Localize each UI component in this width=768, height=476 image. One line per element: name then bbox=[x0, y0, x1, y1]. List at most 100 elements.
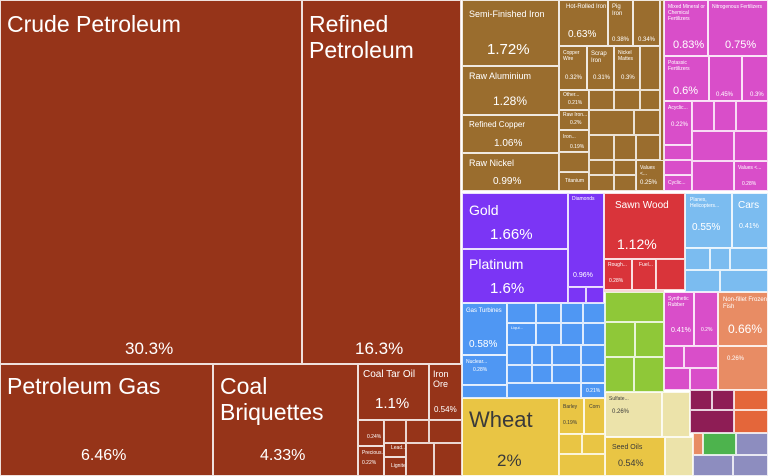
treemap-cell-minor bbox=[532, 365, 552, 383]
treemap-cell: Seed Oils 0.54% bbox=[605, 437, 665, 476]
treemap-cell-minor bbox=[734, 131, 768, 161]
treemap-cell: Nickel Mattes 0.3% bbox=[614, 46, 640, 90]
treemap-cell-name: Raw Nickel bbox=[469, 158, 515, 168]
treemap-cell-name: Titanium bbox=[565, 178, 584, 184]
treemap-cell: Synthetic Rubber 0.41% bbox=[664, 292, 694, 346]
treemap-cell-value: 0.6% bbox=[673, 85, 699, 97]
treemap-cell-name: Synthetic Rubber bbox=[668, 296, 689, 308]
treemap-cell-minor bbox=[589, 90, 614, 110]
treemap-cell-minor bbox=[662, 392, 690, 437]
treemap-cell-value: 1.1% bbox=[375, 395, 410, 412]
treemap-cell-minor bbox=[406, 420, 429, 443]
treemap-cell-minor bbox=[714, 101, 736, 131]
treemap-cell-name: Gold bbox=[469, 202, 499, 218]
treemap-cell-name: Liqui... bbox=[511, 325, 523, 330]
treemap-cell-value: 0.75% bbox=[725, 39, 757, 51]
treemap-cell-name: Refined Petroleum bbox=[309, 11, 414, 64]
treemap-cell-name: Corn bbox=[589, 404, 600, 410]
treemap-cell-name: Fuel... bbox=[639, 262, 653, 268]
treemap-cell: Rough... 0.28% bbox=[604, 259, 632, 290]
treemap-cell-value: 6.46% bbox=[81, 447, 127, 464]
treemap-cell: Coal Briquettes 4.33% bbox=[213, 364, 358, 476]
treemap-cell: Raw Iron... 0.2% bbox=[559, 110, 589, 130]
treemap-cell: Values <... 0.25% bbox=[636, 160, 664, 191]
treemap-cell: 0.3% bbox=[742, 56, 768, 101]
treemap-cell-minor bbox=[434, 443, 462, 476]
treemap-cell-value: 30.3% bbox=[125, 339, 174, 358]
treemap-cell-value: 0.28% bbox=[742, 181, 757, 187]
treemap-cell-value: 0.38% bbox=[612, 37, 630, 43]
treemap-cell-value: 0.26% bbox=[612, 409, 630, 415]
treemap-cell-minor bbox=[581, 365, 605, 383]
treemap-cell-minor bbox=[582, 434, 605, 454]
treemap-cell-name: Refined Copper bbox=[469, 120, 526, 129]
treemap-cell-value: 0.25% bbox=[640, 180, 658, 186]
treemap-cell-minor bbox=[634, 357, 664, 392]
treemap-cell: Gas Turbines 0.58% bbox=[462, 303, 507, 355]
treemap-cell-minor bbox=[384, 420, 406, 443]
treemap-cell-name: Potassic Fertilizers bbox=[668, 60, 690, 72]
treemap-cell: Nuclear... 0.28% bbox=[462, 355, 507, 385]
treemap-cell-value: 0.54% bbox=[618, 458, 644, 468]
treemap-cell-minor bbox=[693, 455, 733, 476]
treemap-cell-minor bbox=[406, 443, 434, 476]
treemap-cell: Potassic Fertilizers 0.6% bbox=[664, 56, 709, 101]
treemap-cell-name: Rough... bbox=[608, 262, 627, 268]
treemap-cell-minor bbox=[614, 175, 636, 191]
treemap-cell: 0.26% bbox=[718, 346, 768, 390]
treemap-cell-name: Platinum bbox=[469, 256, 524, 272]
treemap-cell-name: Sawn Wood bbox=[615, 200, 669, 211]
treemap-cell: Other... 0.21% bbox=[559, 90, 589, 110]
treemap-cell-value: 1.6% bbox=[490, 280, 525, 297]
treemap-cell-name: Coal Tar Oil bbox=[363, 369, 416, 380]
treemap-cell-minor bbox=[507, 345, 532, 365]
treemap-cell: 0.45% bbox=[709, 56, 742, 101]
treemap-cell-name: Nitrogenous Fertilizers bbox=[712, 4, 763, 10]
treemap-cell-minor bbox=[568, 287, 586, 303]
treemap-cell-name: Raw Iron... bbox=[563, 112, 588, 118]
treemap-cell-minor bbox=[552, 345, 581, 365]
treemap-cell: Scrap Iron 0.31% bbox=[587, 46, 614, 90]
treemap-cell-value: 0.26% bbox=[727, 356, 745, 362]
treemap-cell: Lignite bbox=[384, 457, 406, 476]
treemap-cell: Pig Iron 0.38% bbox=[608, 0, 633, 46]
treemap-cell-name: Iron Ore bbox=[433, 369, 449, 390]
treemap-cell-value: 0.41% bbox=[739, 223, 759, 230]
treemap-cell-name: Seed Oils bbox=[612, 444, 643, 451]
treemap-cell-minor bbox=[589, 175, 614, 191]
treemap-cell-minor bbox=[684, 346, 718, 368]
treemap-cell-name: Lead... bbox=[391, 445, 406, 451]
treemap-cell-value: 16.3% bbox=[355, 339, 404, 358]
treemap-cell: Crude Petroleum 30.3% bbox=[0, 0, 302, 364]
treemap-cell: Gold 1.66% bbox=[462, 193, 568, 249]
treemap-cell-name: Pig Iron bbox=[612, 4, 623, 17]
treemap-cell: Refined Petroleum 16.3% bbox=[302, 0, 461, 364]
treemap-cell-minor bbox=[664, 368, 690, 390]
treemap-cell-minor bbox=[734, 410, 768, 433]
treemap-cell-minor bbox=[507, 303, 536, 323]
treemap-cell-minor bbox=[640, 46, 660, 90]
treemap-cell-name: Precious... bbox=[362, 450, 384, 456]
treemap-cell-minor bbox=[604, 290, 664, 292]
treemap-cell-minor bbox=[559, 152, 589, 172]
treemap-cell-minor bbox=[536, 303, 561, 323]
treemap-cell: Copper Wire 0.32% bbox=[559, 46, 587, 90]
treemap-cell-minor bbox=[589, 160, 614, 175]
treemap-cell-minor bbox=[703, 433, 736, 455]
treemap-cell: Sawn Wood 1.12% bbox=[604, 193, 685, 259]
treemap-cell-minor bbox=[507, 383, 581, 398]
treemap-cell-value: 1.06% bbox=[494, 138, 523, 149]
treemap-cell-name: Planes, Helicopters... bbox=[690, 197, 720, 209]
treemap-cell: Refined Copper 1.06% bbox=[462, 115, 559, 153]
treemap-cell-minor bbox=[734, 390, 768, 410]
treemap-cell-name: Mixed Mineral or Chemical Fertilizers bbox=[668, 4, 705, 22]
treemap-cell-value: 0.96% bbox=[573, 272, 593, 279]
treemap-cell-minor bbox=[685, 248, 710, 270]
treemap-cell-minor bbox=[685, 270, 720, 292]
treemap-cell-minor bbox=[589, 135, 614, 160]
treemap-cell-value: 0.3% bbox=[621, 75, 635, 81]
treemap-cell: Corn bbox=[584, 398, 605, 434]
treemap-cell: Liqui... bbox=[507, 323, 536, 345]
treemap-cell-value: 0.66% bbox=[728, 322, 763, 336]
treemap-cell-value: 0.24% bbox=[367, 434, 382, 440]
